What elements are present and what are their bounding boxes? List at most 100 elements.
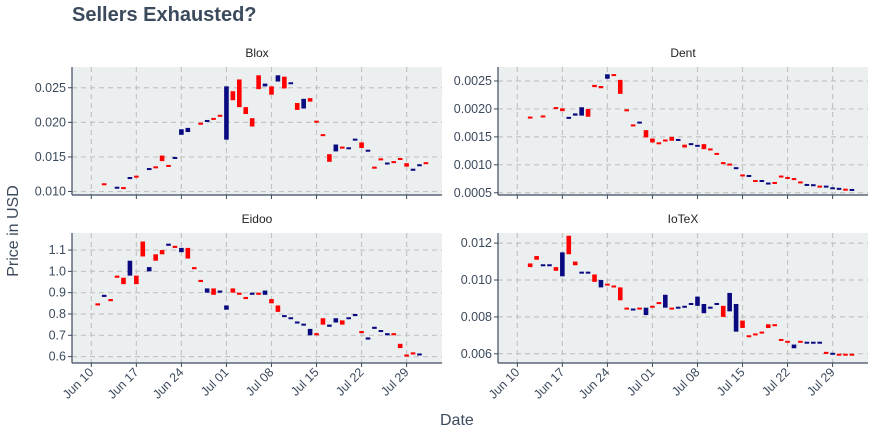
- candle: [798, 340, 803, 343]
- candle: [166, 164, 171, 167]
- candle: [656, 142, 662, 145]
- candle: [327, 324, 332, 327]
- candle: [682, 305, 687, 308]
- candle: [294, 321, 300, 324]
- candle: [140, 241, 146, 257]
- candle: [404, 354, 409, 357]
- y-tick-label: 0.8: [49, 307, 66, 321]
- candle: [740, 320, 745, 328]
- candle: [114, 275, 120, 278]
- x-tick-label: Jul 01: [198, 365, 232, 399]
- candle: [849, 188, 855, 191]
- candle: [708, 148, 713, 151]
- candle: [166, 243, 171, 246]
- candle: [811, 341, 816, 344]
- candle: [256, 75, 261, 90]
- candle: [823, 351, 829, 354]
- candle: [585, 271, 591, 274]
- candle: [669, 307, 675, 310]
- candle: [740, 174, 745, 177]
- candle: [359, 331, 364, 334]
- candle: [391, 161, 397, 164]
- candle: [753, 180, 758, 183]
- candle: [727, 292, 732, 312]
- candle: [592, 84, 597, 88]
- candle: [811, 184, 816, 187]
- facet-panel: IoTeX 0.006 0.008 0.010 0.012 Jun 10 Jun 17 Jun…: [461, 212, 868, 402]
- candle: [772, 324, 777, 327]
- candle: [643, 307, 649, 316]
- candle: [830, 352, 835, 355]
- candle: [791, 344, 797, 349]
- candle: [778, 175, 784, 178]
- candle: [605, 283, 610, 286]
- candle: [275, 75, 281, 82]
- candle: [108, 299, 113, 302]
- y-tick-label: 0.010: [35, 185, 66, 199]
- candle: [650, 138, 655, 143]
- candle: [282, 76, 287, 89]
- candle: [688, 143, 694, 146]
- candle: [804, 341, 810, 344]
- candle: [566, 235, 572, 255]
- candle: [391, 333, 397, 336]
- x-tick-label: Jul 08: [243, 365, 277, 399]
- candle: [230, 288, 236, 293]
- candle: [185, 127, 191, 133]
- x-tick-label: Jul 15: [288, 365, 322, 399]
- facet-panel: Blox 0.010 0.015 0.020 0.025: [35, 46, 442, 199]
- y-tick-label: 0.015: [35, 150, 66, 164]
- candle: [249, 292, 255, 295]
- y-tick-label: 0.0015: [454, 130, 492, 144]
- candle: [95, 303, 101, 306]
- candle: [237, 292, 242, 295]
- panel-background: [72, 233, 442, 363]
- y-tick-label: 0.010: [461, 273, 492, 287]
- candle: [772, 181, 777, 184]
- y-tick-label: 0.008: [461, 310, 492, 324]
- x-tick-label: Jun 10: [60, 365, 96, 401]
- y-tick-label: 0.6: [49, 350, 66, 364]
- candle: [288, 82, 294, 85]
- y-tick-label: 0.9: [49, 286, 66, 300]
- candle: [159, 155, 165, 162]
- candle: [579, 271, 584, 274]
- candle: [243, 107, 249, 115]
- candle: [605, 74, 610, 79]
- candle: [114, 186, 120, 189]
- candle: [534, 256, 539, 260]
- candle: [553, 267, 559, 271]
- x-tick-label: Jul 29: [378, 365, 412, 399]
- candle: [778, 338, 784, 341]
- x-tick-label: Jul 22: [333, 365, 367, 399]
- candle: [307, 328, 313, 336]
- candle: [759, 331, 765, 334]
- candle: [579, 107, 584, 116]
- candle: [611, 74, 617, 77]
- candle: [830, 187, 835, 190]
- candle: [301, 98, 306, 109]
- candle: [637, 121, 642, 124]
- candle: [560, 252, 565, 277]
- candle: [352, 138, 358, 141]
- y-tick-label: 1.0: [49, 264, 66, 278]
- candle: [282, 315, 287, 318]
- y-tick-label: 1.1: [49, 243, 66, 257]
- candle: [836, 187, 842, 190]
- candle: [417, 164, 422, 167]
- candle: [423, 162, 429, 165]
- candle: [817, 341, 823, 344]
- x-tick-label: Jun 24: [576, 365, 612, 401]
- candle: [617, 287, 623, 301]
- candle: [656, 302, 662, 305]
- chart-title: Sellers Exhausted?: [72, 4, 257, 26]
- candle: [765, 324, 771, 328]
- candle: [365, 149, 371, 152]
- candle: [540, 264, 546, 267]
- candle: [836, 353, 842, 356]
- facet-panel: Eidoo 0.6 0.7 0.8 0.9 1.0 1.1 Jun 10 Jun 17 Jun 2…: [49, 212, 442, 402]
- candle: [211, 117, 216, 120]
- candle: [823, 185, 829, 188]
- candle: [127, 260, 133, 276]
